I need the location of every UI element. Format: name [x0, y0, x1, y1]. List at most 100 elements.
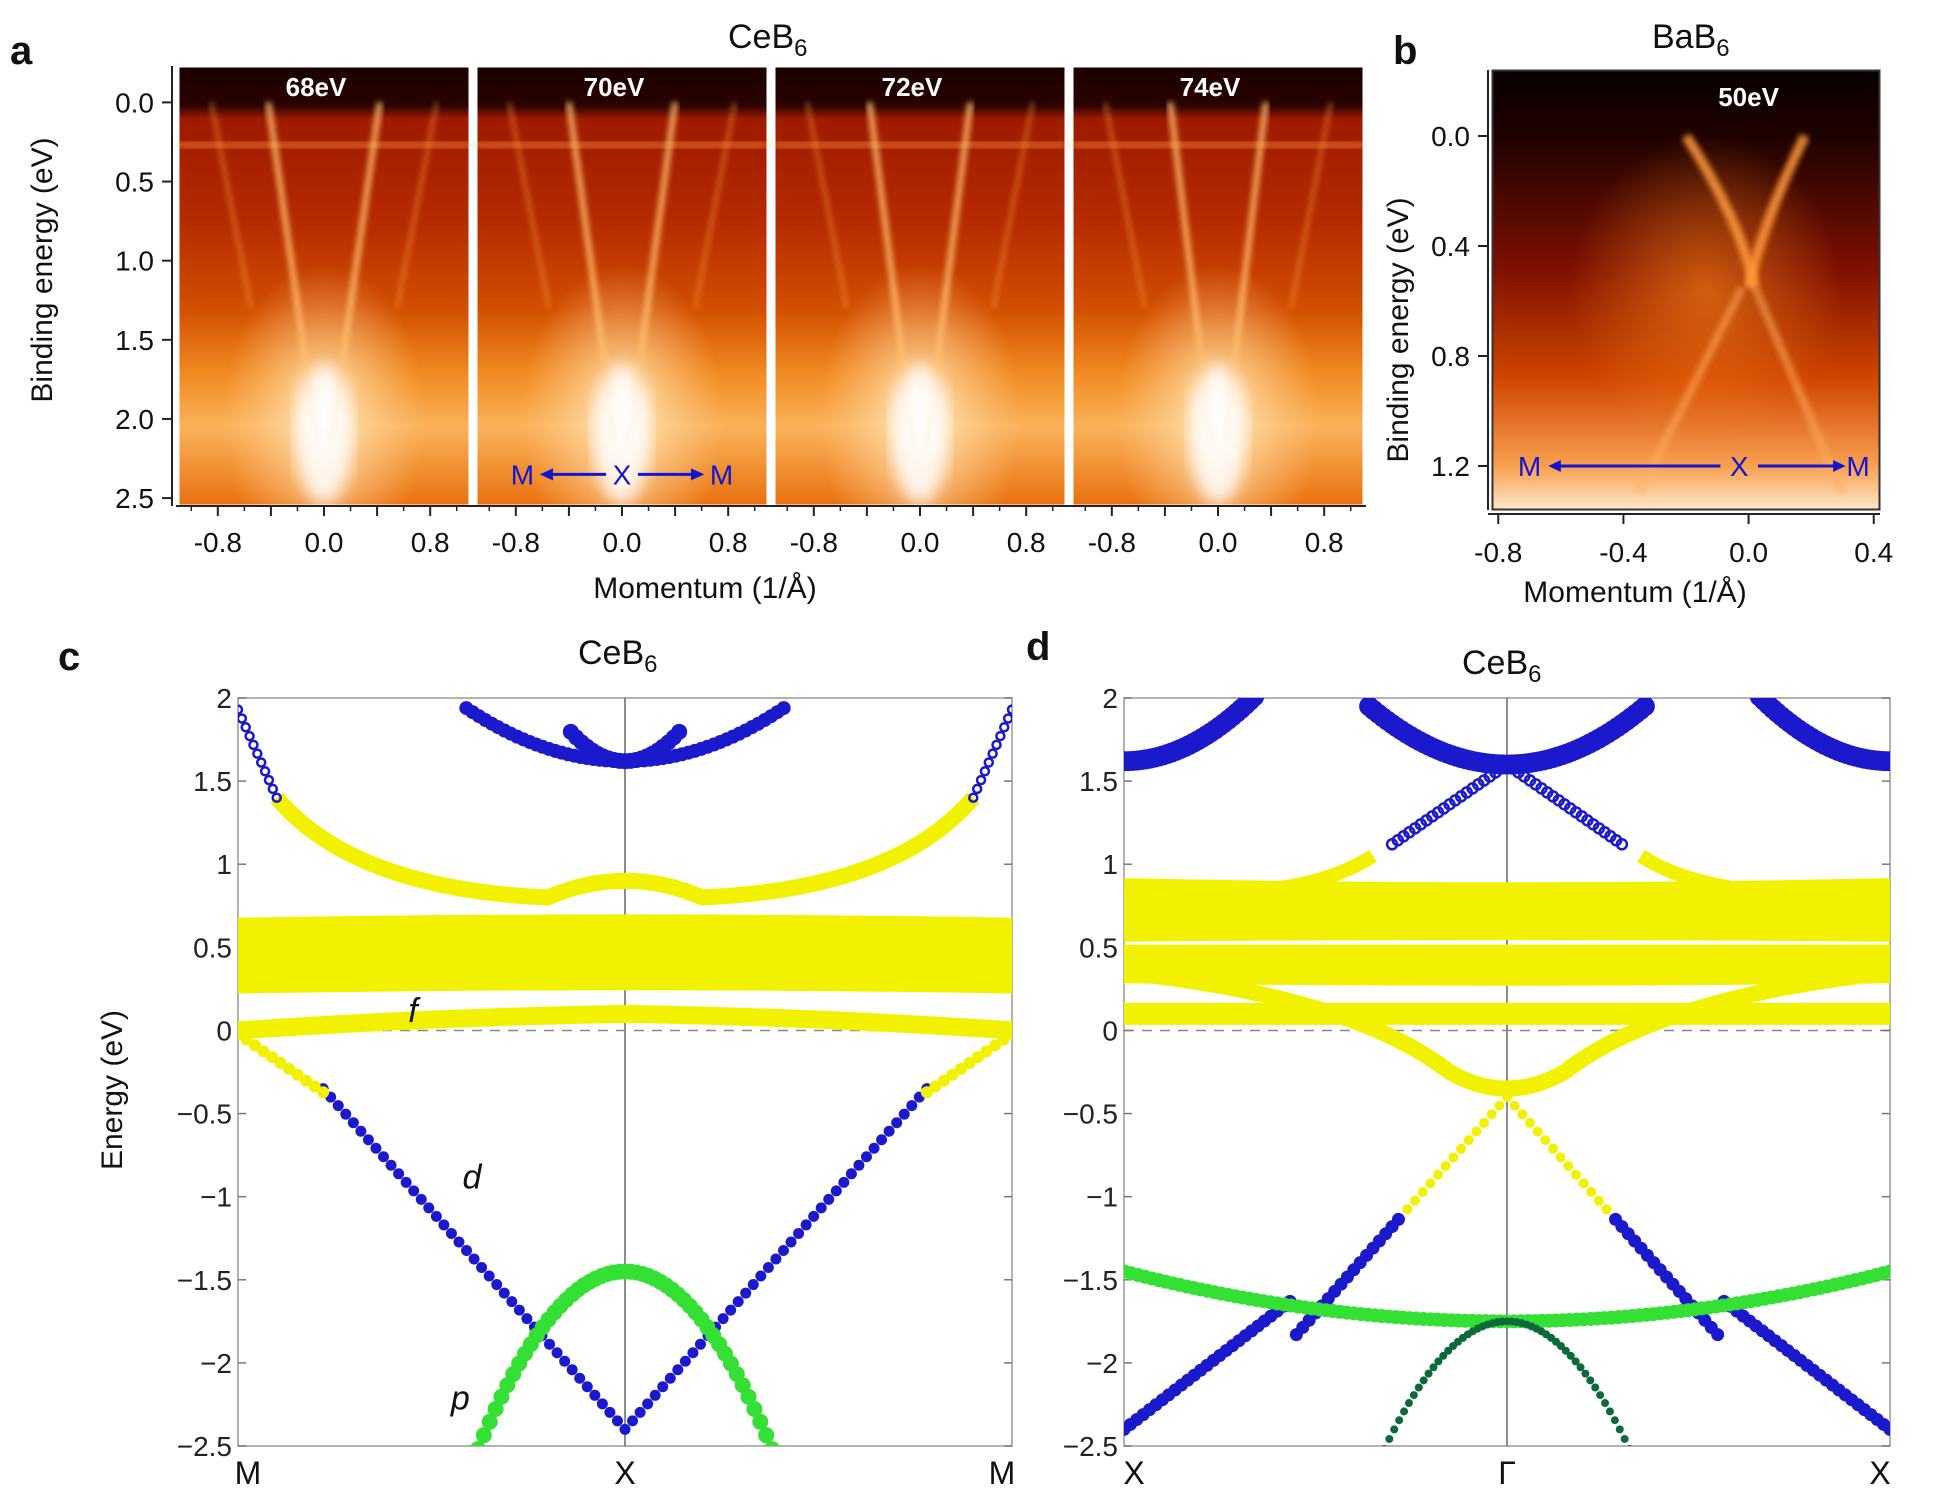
band-point — [671, 723, 688, 740]
band-point — [679, 1355, 691, 1367]
band-point — [1417, 1187, 1428, 1198]
band-point — [1494, 1100, 1505, 1111]
band-structure-x-g-x: 21.510.50−0.5−1−1.5−2−2.5X Γ X — [1063, 683, 1891, 1491]
band-point — [746, 1401, 763, 1418]
band-point — [876, 1134, 888, 1146]
x-tick-label: 0.4 — [1854, 537, 1893, 568]
outer-band — [805, 102, 849, 309]
flat-band — [1072, 141, 1364, 148]
band-lower-right — [1751, 285, 1847, 496]
band-point — [1532, 1126, 1543, 1137]
band-point — [619, 1423, 631, 1435]
band-point — [987, 748, 998, 759]
kpoint-label: M — [989, 1455, 1016, 1491]
arpes-map-72eV: 72eV — [773, 65, 1067, 507]
photon-energy-label: 68eV — [286, 72, 347, 102]
band-point — [1439, 1351, 1448, 1360]
band-point — [830, 1185, 842, 1197]
band-point — [1440, 1161, 1451, 1172]
band-point — [1578, 1178, 1589, 1189]
band-point — [1385, 1434, 1394, 1443]
panel-b-ylabel: Binding energy (eV) — [1382, 197, 1415, 462]
band-point — [291, 1068, 304, 1081]
band-point — [347, 1117, 359, 1129]
map-frame — [1491, 69, 1881, 511]
panel-letter-a: a — [10, 29, 33, 73]
f-band-flat — [1124, 918, 1890, 942]
f-band-flat — [238, 949, 1012, 977]
x-tick-label: -0.8 — [1088, 527, 1136, 558]
band-point — [860, 1151, 872, 1163]
x-tick-label: 0.8 — [1007, 527, 1046, 558]
band-point — [664, 1372, 676, 1384]
panel-letter-b: b — [1393, 29, 1417, 73]
band-point — [968, 792, 979, 803]
band-point — [764, 1441, 780, 1446]
band-point — [1547, 1143, 1558, 1154]
band-point — [1002, 713, 1012, 724]
band-point — [445, 1227, 457, 1239]
band-point — [1006, 1027, 1012, 1040]
band-point — [920, 1086, 933, 1099]
band-point — [1605, 1407, 1614, 1416]
p-band-steep — [1381, 1317, 1633, 1446]
band-point — [1555, 1152, 1566, 1163]
panel-a-ylabel: Binding energy (eV) — [26, 137, 59, 402]
x-tick-label: 0.0 — [901, 527, 940, 558]
conduction-band-x-right — [1749, 698, 1890, 772]
y-tick-label: 2.0 — [115, 404, 154, 435]
band-point — [574, 1372, 586, 1384]
arpes-maps-ceb6: 68eV 70eV M X M 72eV 74eV — [177, 65, 1365, 507]
band-point — [758, 1427, 775, 1444]
band-point — [430, 1210, 442, 1222]
hybrid-band-dip — [1124, 964, 1890, 1097]
band-point — [883, 1125, 895, 1137]
band-point — [657, 1381, 669, 1393]
flat-band — [476, 141, 768, 148]
y-tick-label: 0.5 — [115, 167, 154, 198]
band-point — [1524, 1117, 1535, 1128]
band-point — [687, 1347, 699, 1359]
y-tick-label: 0.5 — [193, 932, 232, 963]
band-point — [1448, 1152, 1459, 1163]
x-tick-label: 0.8 — [1305, 527, 1344, 558]
x-tick-label: 0.0 — [1729, 537, 1768, 568]
y-tick-label: 0.5 — [1079, 932, 1118, 963]
band-point — [672, 1364, 684, 1376]
band-point — [983, 757, 995, 768]
band-point — [740, 1287, 752, 1299]
kpoint-m-left: M — [1518, 451, 1541, 482]
band-point — [308, 1080, 321, 1093]
conduction-band-steep — [562, 723, 688, 770]
band-point — [415, 1193, 427, 1205]
band-point — [1610, 1416, 1619, 1425]
band-point — [1634, 698, 1655, 717]
outer-band — [991, 102, 1035, 309]
photon-energy-label: 72eV — [882, 72, 943, 102]
x-tick-label: -0.8 — [492, 527, 540, 558]
y-tick-label: 1 — [1102, 849, 1118, 880]
band-point — [1244, 698, 1265, 707]
band-point — [1486, 1109, 1497, 1120]
flat-band — [774, 141, 1066, 148]
band-point — [498, 1287, 510, 1299]
band-point — [238, 713, 248, 724]
band-point — [263, 774, 275, 786]
outer-band — [1103, 102, 1147, 309]
band-point — [271, 792, 282, 803]
band-point — [283, 1062, 296, 1075]
arrow-head-right — [691, 468, 705, 481]
band-point — [1006, 704, 1012, 715]
f-band-flat — [1124, 961, 1890, 986]
kpoint-m-right: M — [1846, 451, 1869, 482]
band-point — [980, 1045, 993, 1058]
kpoint-label: X — [614, 1455, 635, 1491]
gamma-glow — [594, 364, 650, 505]
band-point — [255, 757, 267, 768]
kpoint-m-right: M — [710, 459, 733, 490]
band-point — [642, 1398, 654, 1410]
